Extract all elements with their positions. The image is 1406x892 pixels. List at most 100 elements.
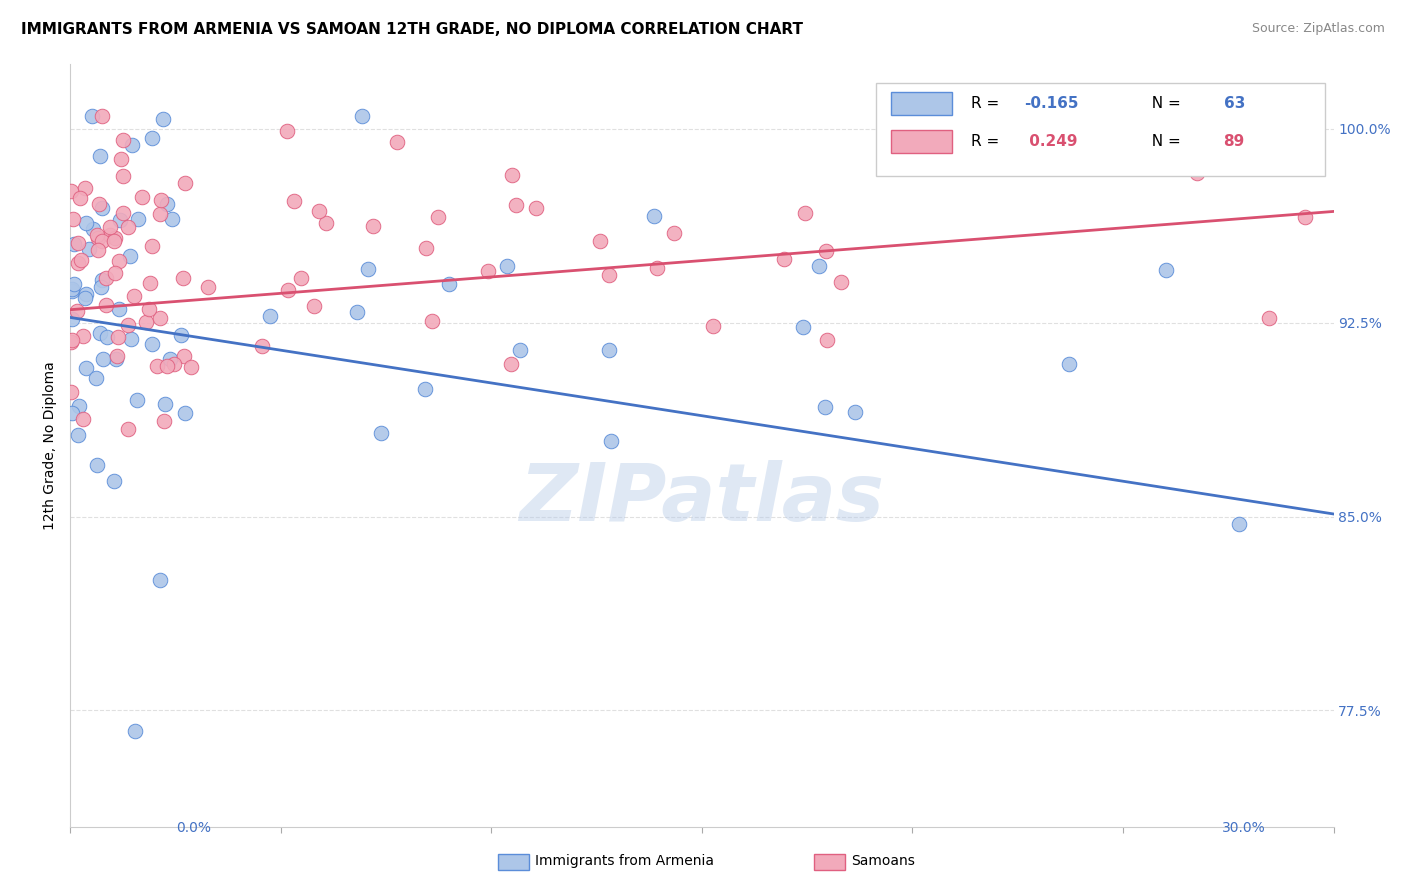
FancyBboxPatch shape [891, 92, 952, 115]
Point [87, 231, 110, 245]
Point [98, 227, 121, 242]
Point [104, 231, 127, 245]
Point [361, 219, 384, 233]
Point [773, 252, 796, 266]
Point [96, 330, 118, 344]
Point [120, 333, 142, 347]
Point [350, 109, 373, 123]
Point [153, 397, 176, 411]
Point [117, 219, 139, 234]
Point [91, 272, 114, 286]
Point [104, 266, 127, 280]
Point [75, 216, 97, 230]
Point [112, 169, 135, 184]
Point [387, 135, 409, 149]
Point [509, 343, 531, 357]
Point [156, 197, 179, 211]
Text: R =: R = [972, 96, 1004, 112]
Point [89, 326, 111, 340]
Point [600, 434, 623, 449]
Point [73, 291, 96, 305]
Point [589, 234, 612, 248]
Point [60, 406, 83, 420]
Point [150, 193, 173, 207]
Point [60, 385, 83, 400]
Point [250, 338, 273, 352]
Point [420, 314, 443, 328]
Point [814, 401, 837, 415]
Point [477, 264, 499, 278]
Point [830, 275, 852, 289]
Point [82, 221, 104, 235]
Point [111, 206, 134, 220]
Point [89, 197, 111, 211]
Point [1045, 112, 1067, 126]
Text: 0.0%: 0.0% [176, 821, 211, 835]
Point [75, 287, 97, 301]
Point [174, 176, 197, 190]
Point [180, 360, 202, 375]
Point [62, 211, 84, 226]
Point [141, 130, 163, 145]
Point [149, 573, 172, 587]
Point [172, 270, 194, 285]
Point [643, 210, 665, 224]
Point [60, 282, 83, 296]
Point [647, 261, 669, 276]
FancyBboxPatch shape [891, 130, 952, 153]
Point [127, 211, 149, 226]
Point [1057, 357, 1080, 371]
Point [808, 259, 831, 273]
Point [108, 213, 131, 227]
Point [844, 405, 866, 419]
Point [173, 349, 195, 363]
Point [141, 337, 163, 351]
Point [66, 304, 89, 318]
Point [501, 357, 523, 371]
Point [96, 271, 118, 285]
Point [103, 234, 125, 248]
Text: ZIPatlas: ZIPatlas [519, 460, 884, 538]
Point [86, 458, 108, 472]
Point [505, 197, 527, 211]
Point [89, 149, 111, 163]
Text: 30.0%: 30.0% [1222, 821, 1265, 835]
Point [69, 191, 91, 205]
Point [524, 201, 547, 215]
Point [283, 194, 305, 208]
Point [357, 261, 380, 276]
Text: Source: ZipAtlas.com: Source: ZipAtlas.com [1251, 22, 1385, 36]
Text: R =: R = [972, 135, 1004, 149]
Point [120, 249, 142, 263]
Point [1154, 263, 1177, 277]
Point [976, 157, 998, 171]
Point [60, 312, 83, 326]
Point [427, 210, 450, 224]
Point [346, 305, 368, 319]
Point [59, 185, 82, 199]
Point [125, 392, 148, 407]
Point [1185, 166, 1208, 180]
Point [117, 422, 139, 436]
Point [105, 350, 128, 364]
Point [108, 254, 131, 268]
Point [90, 280, 112, 294]
Point [100, 219, 122, 234]
Point [86, 228, 108, 243]
Point [174, 407, 197, 421]
Point [1294, 210, 1316, 224]
Point [69, 253, 91, 268]
Text: Immigrants from Armenia: Immigrants from Armenia [534, 854, 714, 868]
Point [197, 280, 219, 294]
Point [495, 259, 517, 273]
Point [90, 201, 112, 215]
Point [66, 236, 89, 251]
Point [259, 310, 281, 324]
Point [290, 271, 312, 285]
Y-axis label: 12th Grade, No Diploma: 12th Grade, No Diploma [44, 361, 58, 530]
Point [1115, 137, 1137, 152]
Point [93, 352, 115, 367]
Point [131, 190, 153, 204]
Point [1227, 516, 1250, 531]
Point [159, 352, 181, 367]
